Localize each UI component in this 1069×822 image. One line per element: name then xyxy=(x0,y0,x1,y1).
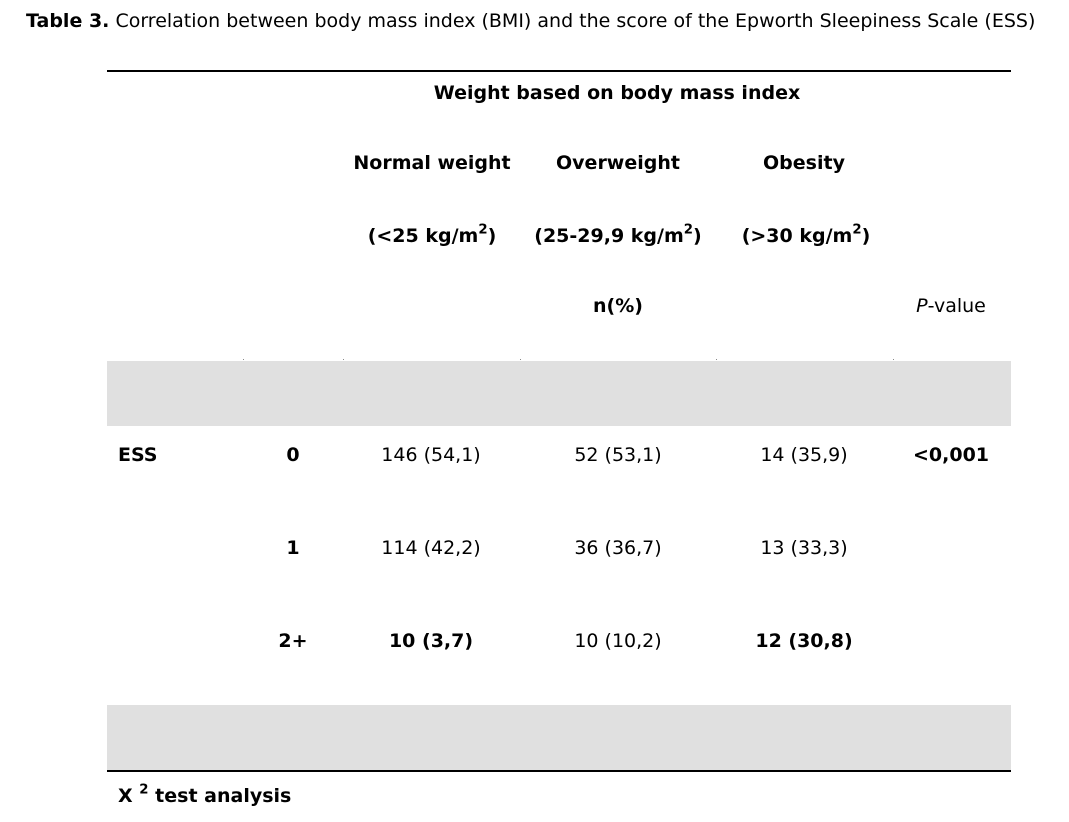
top-rule xyxy=(107,70,1011,72)
row-level: 1 xyxy=(286,537,300,559)
cell-pvalue: <0,001 xyxy=(912,444,990,466)
cell-obesity: 14 (35,9) xyxy=(760,444,848,466)
divider-dot xyxy=(343,359,344,360)
divider-dot xyxy=(893,359,894,360)
unit-label: n(%) xyxy=(593,295,643,317)
divider-dot xyxy=(520,359,521,360)
cell-normal: 146 (54,1) xyxy=(381,444,481,466)
table-caption: Table 3. Correlation between body mass i… xyxy=(26,10,1035,32)
shaded-band-bottom xyxy=(107,705,1011,770)
row-label: ESS xyxy=(118,444,158,466)
shaded-band-top xyxy=(107,361,1011,426)
cell-normal: 10 (3,7) xyxy=(388,630,474,652)
col-range-overweight: (25-29,9 kg/m2) xyxy=(534,222,702,247)
pvalue-header: P-value xyxy=(916,295,986,317)
footnote: X 2 test analysis xyxy=(118,782,292,807)
col-range-normal: (<25 kg/m2) xyxy=(367,222,497,247)
row-level: 2+ xyxy=(278,630,308,652)
cell-overweight: 36 (36,7) xyxy=(574,537,662,559)
col-header-normal: Normal weight xyxy=(353,152,511,174)
group-header: Weight based on body mass index xyxy=(433,82,801,104)
cell-obesity: 12 (30,8) xyxy=(755,630,853,652)
col-header-obesity: Obesity xyxy=(763,152,845,174)
col-header-overweight: Overweight xyxy=(556,152,680,174)
bottom-rule xyxy=(107,770,1011,772)
col-range-obesity: (>30 kg/m2) xyxy=(741,222,871,247)
divider-dot xyxy=(243,359,244,360)
cell-normal: 114 (42,2) xyxy=(381,537,481,559)
cell-overweight: 10 (10,2) xyxy=(574,630,662,652)
table-title: Correlation between body mass index (BMI… xyxy=(115,10,1036,32)
divider-dot xyxy=(716,359,717,360)
table-number: Table 3. xyxy=(26,10,110,32)
row-level: 0 xyxy=(286,444,300,466)
cell-overweight: 52 (53,1) xyxy=(574,444,662,466)
cell-obesity: 13 (33,3) xyxy=(760,537,848,559)
